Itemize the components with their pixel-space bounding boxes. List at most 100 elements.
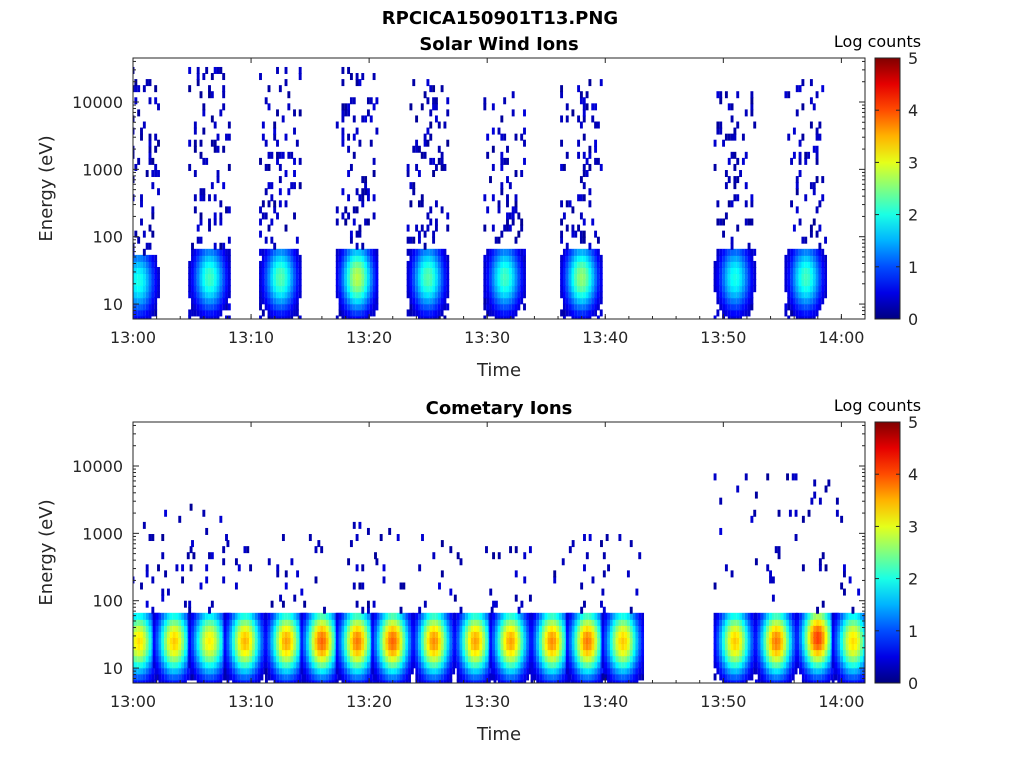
cell [355, 564, 359, 572]
cell [588, 303, 592, 311]
cell [459, 631, 463, 639]
cell [724, 667, 728, 675]
cell [517, 260, 521, 268]
cell [577, 649, 581, 657]
cell [205, 631, 209, 639]
cell [145, 170, 149, 178]
cell [281, 115, 285, 123]
cell [183, 600, 187, 608]
cell [815, 303, 819, 311]
cell [724, 133, 728, 141]
cell [514, 200, 518, 208]
cell [347, 133, 351, 141]
cell [249, 618, 253, 626]
cell [372, 267, 376, 275]
cell [536, 673, 540, 681]
cell [137, 297, 141, 305]
cell [372, 103, 376, 111]
cell [352, 97, 356, 105]
cell [582, 297, 586, 305]
cell [358, 655, 362, 663]
cell [191, 260, 194, 268]
cell [152, 661, 156, 669]
cell [435, 643, 439, 651]
cell [273, 121, 277, 129]
cell [420, 291, 424, 299]
cell [517, 267, 521, 275]
cell [369, 97, 373, 105]
cell [541, 667, 545, 675]
cell [733, 618, 737, 626]
cell [145, 661, 149, 669]
cell [210, 667, 214, 675]
cell [571, 655, 575, 663]
cell [264, 643, 268, 651]
cell [733, 637, 737, 645]
cell [497, 206, 501, 214]
cell [418, 624, 422, 632]
cell [205, 248, 209, 256]
cell [506, 254, 509, 262]
cell [514, 206, 518, 214]
cell [287, 279, 291, 287]
cell [641, 661, 645, 669]
cell [222, 279, 226, 287]
cell [594, 618, 598, 626]
cell [281, 151, 285, 159]
cell [629, 612, 633, 620]
cell [750, 109, 754, 117]
cell [234, 673, 238, 681]
cell [523, 157, 526, 165]
cell [323, 661, 326, 669]
cell [137, 309, 141, 317]
cell [376, 673, 380, 681]
cell [399, 649, 403, 657]
cell [556, 631, 560, 639]
cell [188, 260, 192, 268]
cell [489, 631, 493, 639]
cell [358, 679, 362, 683]
cell [440, 267, 444, 275]
cell [178, 631, 182, 639]
cell [562, 260, 566, 268]
cell [807, 151, 811, 159]
cell [562, 297, 566, 305]
cell [352, 218, 356, 226]
cell [550, 631, 554, 639]
cell [489, 248, 492, 256]
cell [140, 303, 143, 311]
cell [402, 643, 406, 651]
cell [193, 655, 197, 663]
cell [208, 218, 211, 226]
cell [588, 673, 592, 681]
cell [741, 260, 745, 268]
cell [352, 206, 356, 214]
cell [585, 170, 589, 178]
cell [164, 655, 168, 663]
cell [812, 285, 816, 293]
cell [408, 624, 411, 632]
cell [483, 303, 487, 311]
cell [585, 309, 589, 317]
cell [210, 315, 214, 319]
cell [257, 631, 261, 639]
cell [494, 285, 498, 293]
cell [320, 612, 324, 620]
cell [172, 612, 176, 620]
cell [500, 661, 504, 669]
cell [240, 667, 244, 675]
cell [405, 618, 409, 626]
cell [456, 649, 460, 657]
cell [134, 163, 138, 171]
cell [234, 643, 238, 651]
cell [232, 637, 236, 645]
cell [273, 279, 277, 287]
cell [293, 285, 296, 293]
cell [225, 291, 228, 299]
cell [393, 643, 397, 651]
cell [267, 297, 271, 305]
cell [561, 612, 565, 620]
cell [432, 552, 436, 560]
cell [406, 248, 410, 256]
cell [539, 637, 543, 645]
